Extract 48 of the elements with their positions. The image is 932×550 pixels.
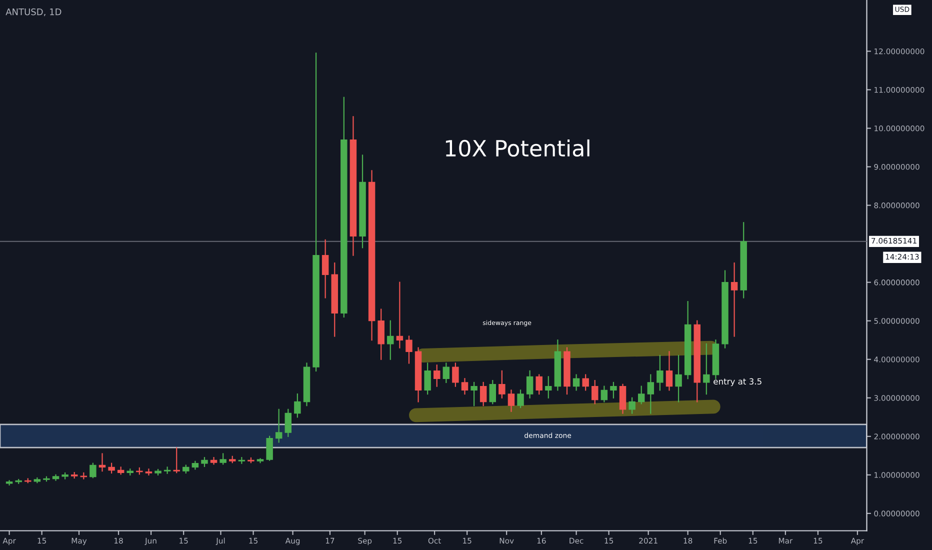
candlestick [703,343,710,395]
candlestick [638,386,645,404]
candlestick [498,370,506,398]
candlestick [508,390,515,412]
candlestick [600,386,608,402]
candlestick [656,354,664,391]
candlestick [647,374,654,414]
candlestick [628,397,636,414]
candlestick [610,382,617,398]
candlestick [517,390,524,408]
candlestick [675,354,682,402]
candlestick [378,308,384,360]
candlestick [6,480,13,486]
candlestick [619,384,626,414]
candlestick [480,382,487,406]
candlestick [275,408,282,443]
text: ANTUSD, 1D [6,8,62,16]
candlestick [461,378,468,395]
annotation: entry at 3.5 [714,378,762,386]
candlestick [452,362,459,387]
candlestick [526,370,534,398]
candlestick [666,351,673,391]
candlestick [396,282,404,348]
candlestick [145,468,152,476]
candlestick [433,364,440,387]
candlestick [442,362,450,384]
candlestick [424,362,431,395]
candlestick [173,447,180,474]
candlestick [294,393,301,418]
candlestick [592,380,598,404]
candlestick [730,262,738,337]
candlestick [220,453,226,465]
candlestick [90,462,96,478]
candlestick [266,436,273,461]
candlestick [284,408,292,437]
candlestick [572,374,580,391]
candlestick [489,380,496,404]
candlestick [387,320,394,360]
candlestick [536,374,542,395]
candlestick [322,239,329,298]
candlestick [98,453,106,472]
candlestick [545,376,552,398]
candlestick [210,457,218,465]
candlestick [406,336,412,364]
candlestick [470,382,478,406]
annotation: 10X Potential [446,139,590,157]
candlestick [582,374,589,391]
candlestick [108,462,115,474]
